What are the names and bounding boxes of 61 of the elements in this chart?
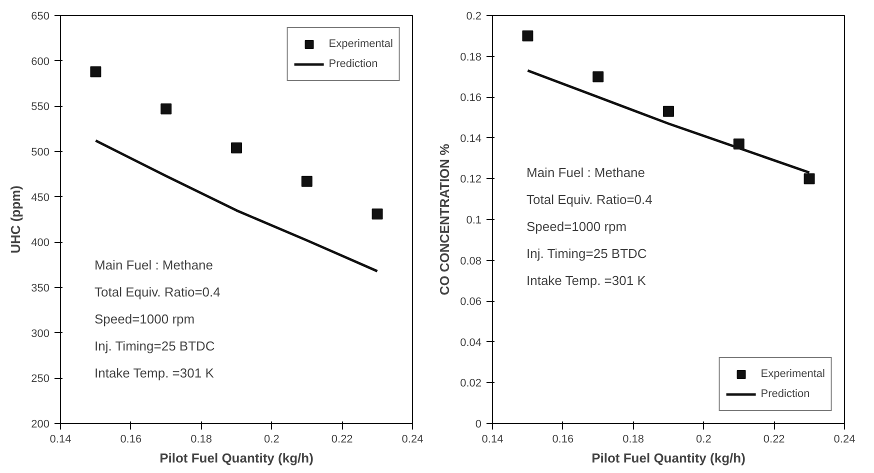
x-axis-title: Pilot Fuel Quantity (kg/h)	[160, 450, 314, 466]
x-tick-label: 0.14	[482, 434, 504, 446]
annotation: Total Equiv. Ratio=0.4	[526, 192, 652, 207]
y-tick-label: 600	[31, 56, 50, 68]
y-tick-label: 650	[31, 10, 50, 22]
point	[522, 30, 534, 42]
annotation: Main Fuel : Methane	[94, 257, 214, 272]
point	[663, 106, 674, 117]
point	[160, 103, 172, 114]
y-tick-label: 450	[31, 192, 50, 204]
annotation: Main Fuel : Methane	[526, 164, 646, 180]
y-tick-label: 0.12	[460, 174, 482, 186]
line-series	[94, 139, 379, 272]
annotation: Inj. Timing=25 BTDC	[526, 246, 647, 261]
annotation: Speed=1000 rpm	[94, 311, 195, 326]
y-tick-label: 0.1	[466, 214, 482, 226]
legend-label: Experimental	[328, 38, 393, 50]
y-tick-label: 400	[31, 237, 50, 250]
y-tick-label: 0.08	[460, 255, 482, 268]
point	[90, 66, 102, 78]
y-tick-label: 0.02	[460, 378, 482, 390]
x-axis-title: Pilot Fuel Quantity (kg/h)	[592, 450, 746, 466]
y-tick-label: 0.14	[460, 132, 482, 145]
y-tick-label: 200	[31, 418, 50, 430]
y-tick-label: 0.06	[460, 296, 482, 308]
y-tick-label: 350	[31, 282, 50, 294]
legend-label: Prediction	[328, 58, 378, 70]
y-axis-title: CO CONCENTRATION %	[437, 143, 452, 296]
x-tick-label: 0.24	[402, 434, 424, 446]
x-tick-label: 0.24	[834, 434, 856, 446]
point	[372, 208, 383, 220]
legend-label: Experimental	[760, 368, 825, 380]
x-tick-label: 0.2	[264, 434, 280, 446]
y-tick-label: 550	[31, 101, 50, 114]
x-tick-label: 0.2	[696, 434, 712, 446]
point	[301, 176, 312, 187]
annotation: Intake Temp. =301 K	[526, 272, 646, 288]
y-tick-label: 0.04	[460, 336, 482, 349]
legend-label: Prediction	[760, 388, 810, 400]
point	[804, 173, 815, 184]
y-tick-label: 0	[475, 418, 482, 430]
x-tick-label: 0.16	[552, 434, 574, 446]
x-tick-label: 0.18	[622, 434, 644, 446]
y-tick-label: 0.18	[460, 51, 482, 64]
y-tick-label: 0.16	[460, 92, 482, 104]
y-tick-label: 500	[31, 146, 50, 158]
x-tick-label: 0.22	[331, 434, 353, 446]
y-axis-title: UHC (ppm)	[8, 186, 24, 254]
point	[231, 142, 242, 154]
annotation: Inj. Timing=25 BTDC	[94, 338, 215, 354]
annotation: Intake Temp. =301 K	[94, 365, 214, 380]
y-tick-label: 300	[31, 328, 50, 340]
x-tick-label: 0.18	[190, 434, 212, 446]
annotation: Speed=1000 rpm	[526, 218, 627, 234]
x-tick-label: 0.22	[763, 434, 785, 446]
annotation: Total Equiv. Ratio=0.4	[94, 284, 220, 300]
point	[592, 71, 604, 82]
x-tick-label: 0.16	[120, 434, 142, 446]
y-tick-label: 0.2	[466, 10, 482, 22]
y-tick-label: 250	[31, 373, 50, 386]
x-tick-label: 0.14	[50, 434, 72, 446]
